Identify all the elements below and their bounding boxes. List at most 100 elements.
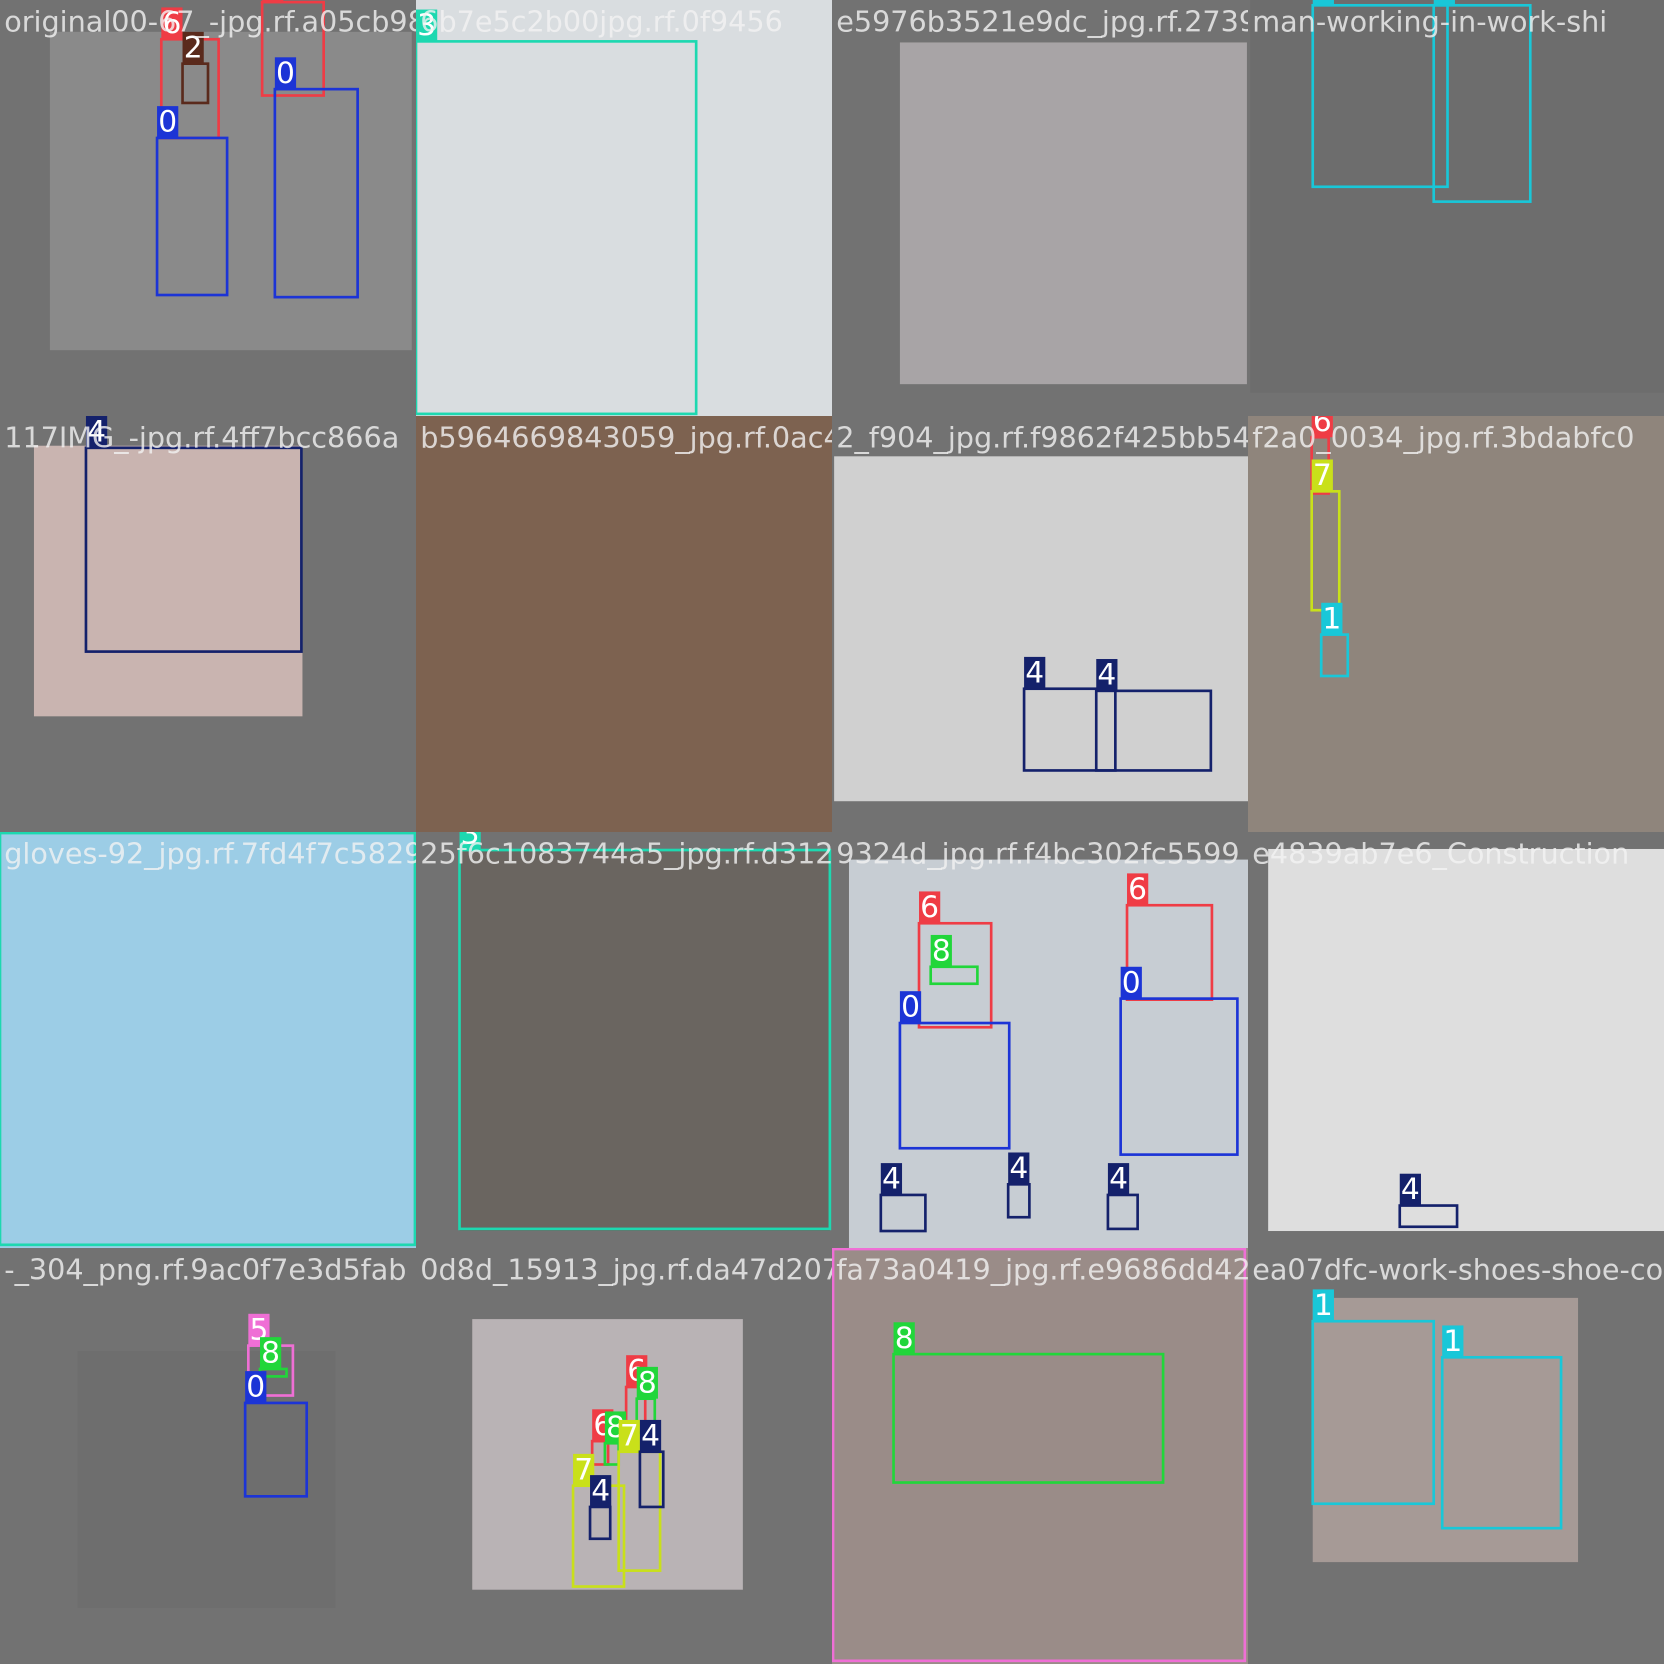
class-label: 0 <box>276 56 295 91</box>
image <box>1250 0 1664 393</box>
bounding-box <box>892 1352 1165 1484</box>
class-label: 4 <box>591 1474 610 1509</box>
tile: 1 1man-working-in-work-shi <box>1248 0 1664 416</box>
tile: 668874740d8d_15913_jpg.rf.da47d207da <box>416 1248 876 1664</box>
bounding-box <box>917 921 993 1029</box>
label-background <box>833 1248 855 1250</box>
class-label: 4 <box>1109 1162 1128 1197</box>
label-background <box>1127 873 1149 906</box>
bounding-box <box>458 848 832 1231</box>
bounding-box <box>1311 3 1449 189</box>
image <box>899 42 1247 385</box>
class-label: 6 <box>1128 872 1147 907</box>
label-background <box>1312 1289 1334 1322</box>
class-label: 3 <box>461 817 480 852</box>
tile: 580-_304_png.rf.9ac0f7e3d5fab <box>0 1248 416 1664</box>
class-label: 5 <box>834 1216 853 1251</box>
class-label: 6 <box>162 6 181 41</box>
label-background <box>930 934 952 967</box>
bounding-box <box>1311 1319 1436 1506</box>
image <box>832 1248 1248 1664</box>
image <box>834 456 1248 802</box>
label-background <box>1024 656 1046 689</box>
bounding-box <box>832 1248 1247 1663</box>
class-label: 4 <box>1025 655 1044 690</box>
tile: 3gloves-92_jpg.rf.7fd4f7c58292 <box>0 800 416 1248</box>
bounding-box <box>879 1193 927 1233</box>
filename: fa73a0419_jpg.rf.e9686dd4280 <box>836 1252 1287 1286</box>
class-label: 1 <box>1322 601 1341 636</box>
image <box>0 832 416 1248</box>
label-background <box>1107 1163 1130 1195</box>
label-background <box>262 0 284 3</box>
class-label: 0 <box>1122 965 1141 1000</box>
class-label: 1 <box>1314 1288 1333 1323</box>
label-background <box>1442 1325 1464 1358</box>
class-label: 7 <box>574 1452 593 1487</box>
bounding-box <box>155 136 229 297</box>
class-label: 1 <box>1435 0 1454 7</box>
filename: 2_f904_jpg.rf.f9862f425bb546 <box>836 420 1269 454</box>
class-label: 0 <box>246 1370 265 1405</box>
label-background <box>893 1322 915 1355</box>
bounding-box <box>273 87 359 299</box>
filename: b5964669843059_jpg.rf.0ac412 <box>420 420 878 454</box>
label-background <box>636 1366 658 1399</box>
filename: original00-67_-jpg.rf.a05cb98 <box>4 4 426 38</box>
filename: f2a0_0034_jpg.rf.3bdabfc0 <box>1252 420 1634 454</box>
class-label: 3 <box>1 800 20 835</box>
class-label: 8 <box>261 1336 280 1371</box>
label-background <box>1096 659 1118 691</box>
class-label: 8 <box>895 1321 914 1356</box>
filename: 117IMG_-jpg.rf.4ff7bcc866a <box>4 420 399 454</box>
image <box>33 445 303 717</box>
bounding-box <box>929 965 979 986</box>
filename: -_304_png.rf.9ac0f7e3d5fab <box>4 1252 406 1286</box>
class-label: 6 <box>1313 404 1332 439</box>
image <box>459 848 830 1232</box>
class-label: 1 <box>1314 0 1333 7</box>
filename: e5976b3521e9dc_jpg.rf.2739 <box>836 4 1257 38</box>
label-background <box>618 1419 640 1452</box>
filename: 25f6c1083744a5_jpg.rf.d3126 <box>420 836 852 870</box>
bounding-box <box>1432 3 1532 203</box>
tile: 6 7 1 f2a0_0034_jpg.rf.3bdabfc0 <box>1248 404 1664 832</box>
label-background <box>459 832 481 851</box>
filename: 6b7e5c2b00jpg.rf.0f9456 <box>420 4 783 38</box>
label-background <box>899 991 922 1024</box>
class-label: 6 <box>920 890 939 925</box>
filename: 0d8d_15913_jpg.rf.da47d207da <box>420 1252 876 1286</box>
class-label: 8 <box>638 1365 657 1400</box>
class-label: 0 <box>158 105 177 140</box>
bounding-box <box>416 40 698 416</box>
class-label: 7 <box>620 1418 639 1453</box>
bounding-box <box>1094 689 1213 772</box>
image <box>77 1350 336 1608</box>
image <box>416 416 832 832</box>
class-label: 6 <box>263 0 282 4</box>
class-label: 1 <box>1443 1324 1462 1359</box>
bounding-box <box>1440 1355 1563 1530</box>
label-background <box>1399 1173 1421 1206</box>
label-background <box>1321 602 1343 635</box>
tile: 4 e4839ab7e6_Construction <box>1248 832 1664 1248</box>
tile: e5976b3521e9dc_jpg.rf.2739 <box>832 0 1257 416</box>
tile: 4 4 2_f904_jpg.rf.f9862f425bb546 <box>832 416 1269 832</box>
label-background <box>590 1475 612 1507</box>
label-background <box>1311 459 1333 492</box>
filename: man-working-in-work-shi <box>1252 4 1607 38</box>
label-background <box>1433 0 1455 6</box>
bounding-box <box>1022 687 1117 772</box>
class-label: 4 <box>1097 658 1116 693</box>
bounding-box <box>1398 1204 1459 1229</box>
class-label: 3 <box>417 8 436 43</box>
bounding-box <box>243 1401 309 1498</box>
class-label: 0 <box>901 990 920 1025</box>
class-label: 7 <box>1313 458 1332 493</box>
label-background <box>573 1453 595 1486</box>
label-background <box>880 1163 903 1195</box>
